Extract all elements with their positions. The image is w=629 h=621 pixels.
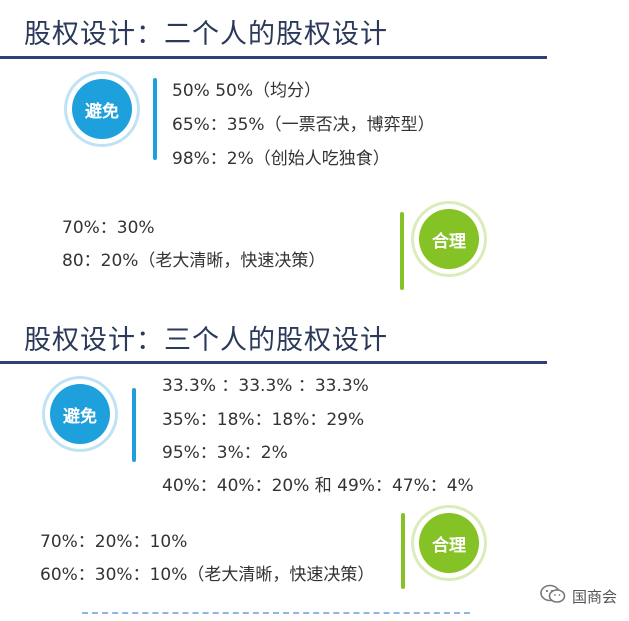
section2-avoid-item: 95%：3%：2% [162, 443, 288, 463]
section1-avoid-item: 98%：2%（创始人吃独食） [172, 149, 390, 169]
section1-reasonable-badge: 合理 [419, 209, 479, 269]
section1-title: 股权设计：二个人的股权设计 [24, 19, 388, 50]
section1-reasonable-item: 80：20%（老大清晰，快速决策） [62, 251, 326, 271]
watermark: 国商会 [540, 584, 617, 608]
section2-reasonable-item: 60%：30%：10%（老大清晰，快速决策） [40, 565, 375, 585]
section1-avoid-badge: 避免 [72, 79, 132, 139]
section1-reasonable-item: 70%：30% [62, 218, 155, 238]
section1-avoid-item: 50% 50%（均分） [172, 81, 321, 101]
section2-avoid-badge: 避免 [50, 384, 110, 444]
section1-reasonable-bar [400, 212, 404, 290]
section2-avoid-item: 33.3% ：33.3% ：33.3% [162, 376, 369, 396]
section2-avoid-bar [132, 388, 136, 462]
section2-title: 股权设计：三个人的股权设计 [24, 325, 388, 356]
section2-avoid-item: 40%：40%：20% 和 49%：47%：4% [162, 476, 474, 496]
section2-divider [0, 361, 547, 364]
section2-reasonable-bar [401, 513, 405, 589]
bottom-dashed-border [82, 612, 470, 614]
section1-divider [0, 56, 547, 59]
watermark-text: 国商会 [572, 587, 618, 606]
section2-reasonable-item: 70%：20%：10% [40, 532, 188, 552]
section1-avoid-item: 65%：35%（一票否决，博弈型） [172, 115, 435, 135]
section1-avoid-bar [153, 78, 157, 160]
section2-reasonable-badge: 合理 [419, 513, 479, 573]
section2-avoid-item: 35%：18%：18%：29% [162, 410, 365, 430]
wechat-icon [540, 584, 566, 608]
